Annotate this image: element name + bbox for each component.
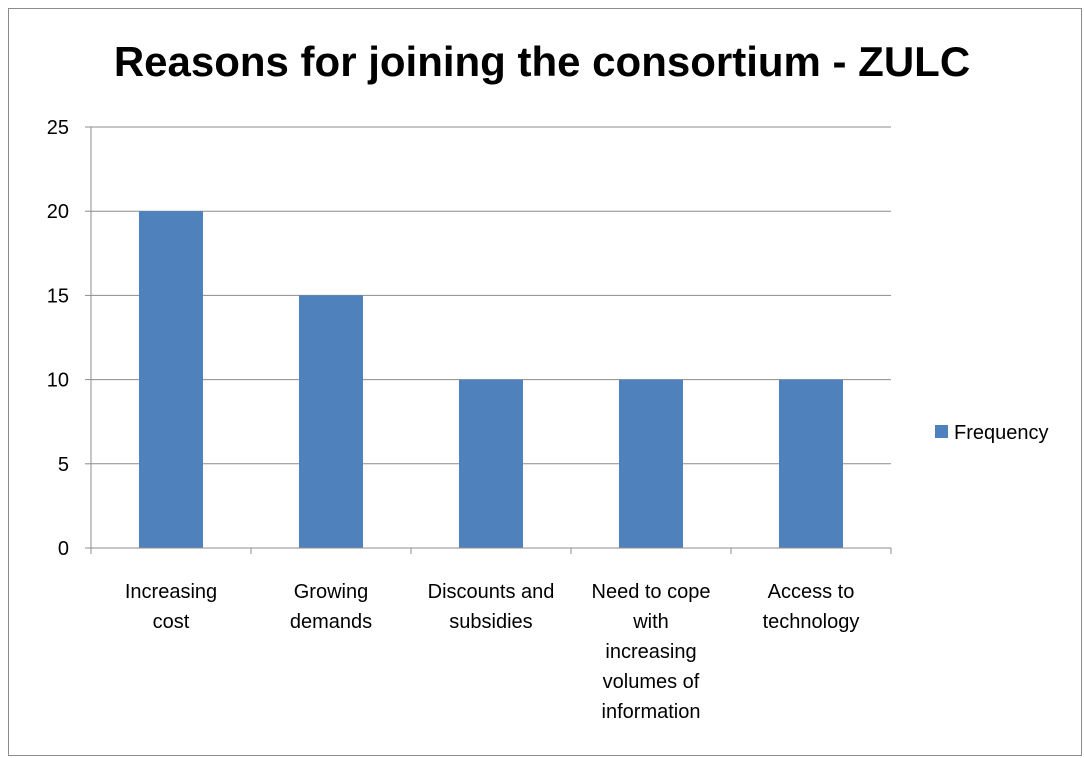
- x-tick-label: Growing demands: [290, 581, 372, 633]
- bar: [779, 379, 843, 548]
- legend-swatch: [935, 425, 948, 438]
- y-tick-label: 10: [47, 370, 69, 392]
- legend: Frequency: [935, 422, 1049, 444]
- y-tick-label: 0: [58, 538, 69, 560]
- bar: [619, 379, 683, 548]
- x-tick-label: Increasing cost: [125, 581, 217, 633]
- y-axis: 0 5 10 15 20 25: [47, 117, 92, 560]
- x-axis: Increasing cost Growing demands Discounts an…: [90, 547, 892, 723]
- bar: [299, 295, 363, 548]
- x-tick-label: Discounts and subsidies: [428, 581, 555, 633]
- legend-label: Frequency: [954, 422, 1049, 444]
- chart-title: Reasons for joining the consortium - ZUL…: [113, 38, 971, 85]
- y-tick-label: 20: [47, 201, 69, 223]
- bars: [139, 211, 843, 548]
- x-tick-label: Need to cope with increasing volumes of info…: [592, 581, 711, 723]
- bar: [139, 211, 203, 548]
- x-tick-label: Access to technology: [763, 581, 860, 633]
- y-tick-label: 5: [58, 454, 69, 476]
- y-tick-label: 25: [47, 117, 69, 139]
- y-tick-label: 15: [47, 285, 69, 307]
- bar: [459, 379, 523, 548]
